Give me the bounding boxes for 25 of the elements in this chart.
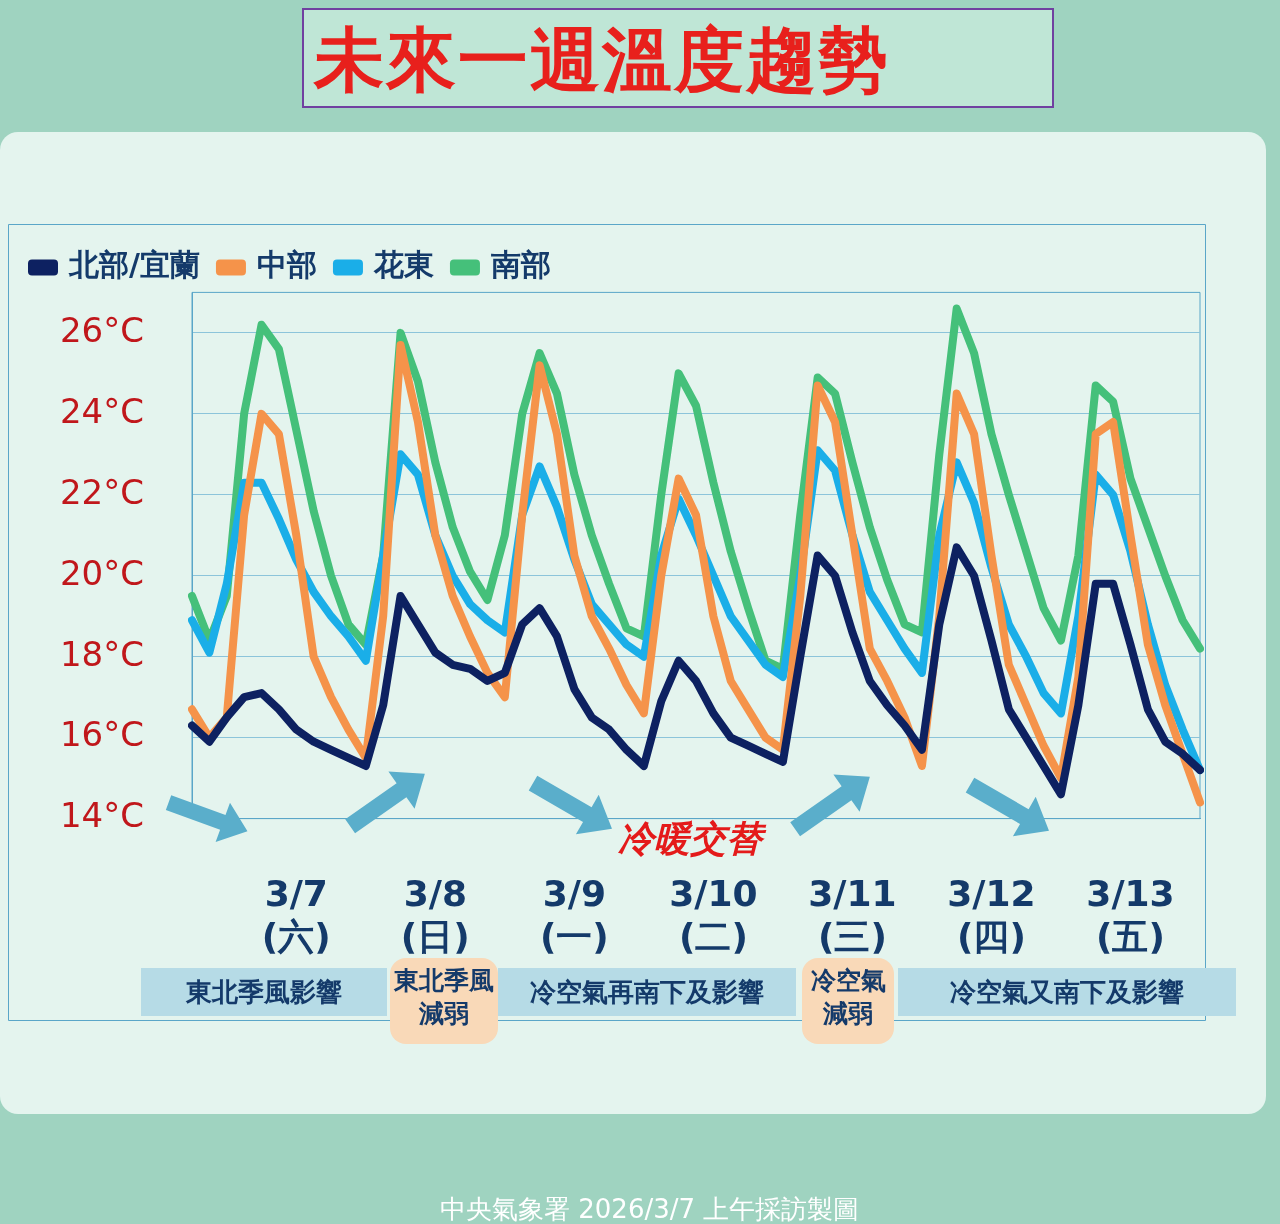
legend-label: 花東 — [372, 247, 434, 283]
x-tick-label: 3/13 (五) — [1086, 872, 1175, 957]
text: 中央氣象署 2026/3/7 上午採訪製圖 — [440, 1193, 860, 1224]
y-tick-label: 24°C — [59, 390, 144, 431]
text: 冷空氣再南下及影響 — [498, 968, 796, 1016]
y-tick-label: 14°C — [59, 795, 144, 836]
legend-label: 中部 — [256, 247, 317, 283]
x-tick-label: 3/9 (一) — [539, 872, 609, 957]
y-tick-label: 20°C — [59, 552, 144, 593]
chart-title: 未來一週溫度趨勢 — [302, 8, 1054, 108]
y-tick-label: 22°C — [59, 471, 144, 512]
x-tick-label: 3/7 (六) — [261, 872, 331, 957]
text: 東北季風影響 — [141, 968, 387, 1016]
text: 冷空氣又南下及影響 — [898, 968, 1236, 1016]
y-tick-label: 18°C — [59, 633, 144, 674]
x-tick-label: 3/12 (四) — [947, 872, 1036, 957]
x-tick-label: 3/11 (三) — [808, 872, 897, 957]
legend-label: 南部 — [490, 247, 551, 283]
text: 東北季風減弱 — [390, 958, 498, 1044]
y-tick-label: 26°C — [59, 309, 144, 350]
y-tick-label: 16°C — [59, 714, 144, 755]
x-tick-label: 3/8 (日) — [400, 872, 470, 957]
x-tick-label: 3/10 (二) — [669, 872, 758, 957]
text: 冷空氣減弱 — [802, 958, 894, 1044]
legend-label: 北部/宜蘭 — [68, 247, 200, 283]
